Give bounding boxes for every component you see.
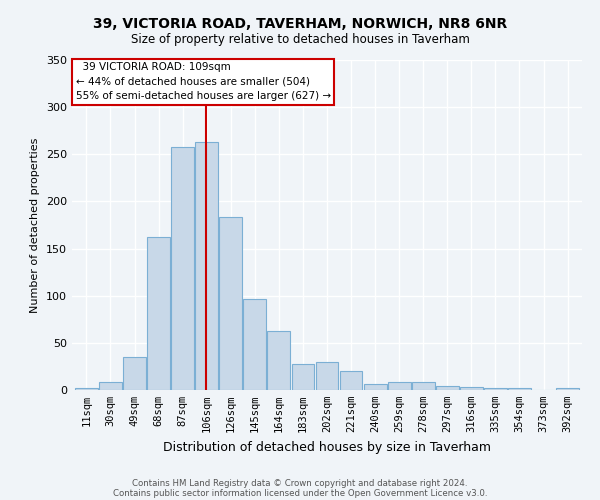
Bar (75, 388, 98, 390)
Bar (364, 384, 386, 390)
Bar (508, 388, 531, 390)
Bar (436, 386, 459, 390)
Bar (292, 364, 314, 390)
Text: 39, VICTORIA ROAD, TAVERHAM, NORWICH, NR8 6NR: 39, VICTORIA ROAD, TAVERHAM, NORWICH, NR… (93, 18, 507, 32)
Bar (268, 330, 290, 390)
Text: 39 VICTORIA ROAD: 109sqm
← 44% of detached houses are smaller (504)
55% of semi-: 39 VICTORIA ROAD: 109sqm ← 44% of detach… (76, 62, 331, 102)
Text: Size of property relative to detached houses in Taverham: Size of property relative to detached ho… (131, 32, 469, 46)
Bar (460, 387, 483, 390)
Bar (99, 382, 122, 390)
Y-axis label: Number of detached properties: Number of detached properties (31, 138, 40, 312)
X-axis label: Distribution of detached houses by size in Taverham: Distribution of detached houses by size … (163, 440, 491, 454)
Bar (195, 142, 218, 390)
Bar (220, 216, 242, 390)
Bar (412, 382, 434, 390)
Bar (147, 238, 170, 390)
Text: Contains public sector information licensed under the Open Government Licence v3: Contains public sector information licen… (113, 488, 487, 498)
Bar (484, 388, 507, 390)
Bar (171, 146, 194, 390)
Bar (316, 362, 338, 390)
Bar (123, 357, 146, 390)
Bar (388, 382, 410, 390)
Bar (556, 388, 579, 390)
Bar (244, 300, 266, 390)
Bar (340, 371, 362, 390)
Text: Contains HM Land Registry data © Crown copyright and database right 2024.: Contains HM Land Registry data © Crown c… (132, 478, 468, 488)
